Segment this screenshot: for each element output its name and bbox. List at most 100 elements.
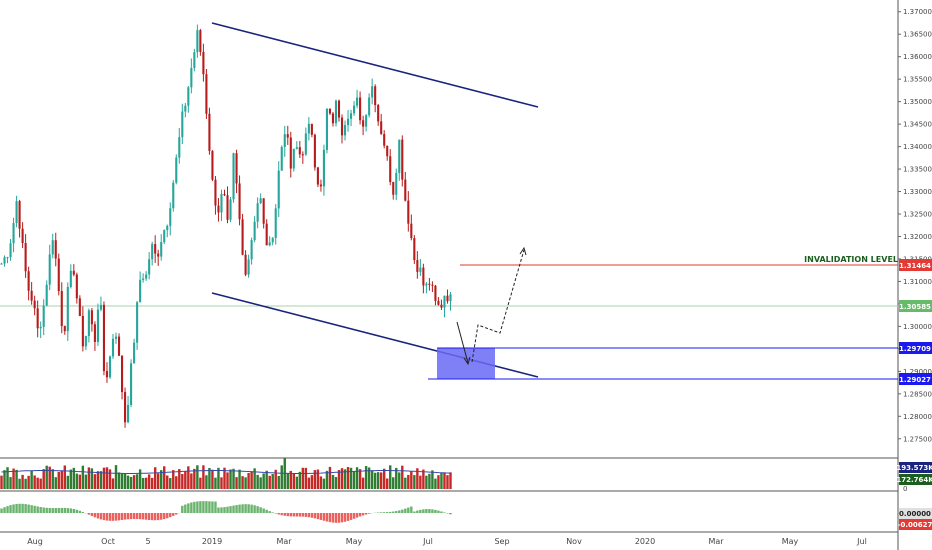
volume-bar: [304, 467, 308, 489]
candle-body: [84, 336, 87, 347]
oscillator-bar: [256, 506, 259, 513]
volume-bar: [247, 472, 250, 489]
candle-body: [356, 97, 359, 106]
oscillator-bar: [166, 513, 169, 519]
time-tick-label: 2019: [202, 537, 222, 546]
volume-bar: [325, 470, 329, 489]
oscillator-bar: [395, 511, 398, 513]
volume-bar: [292, 472, 296, 489]
oscillator-bar: [238, 504, 241, 513]
candle-body: [307, 123, 310, 134]
candle-body: [443, 295, 446, 308]
oscillator-bar: [138, 513, 142, 520]
candle-body: [42, 305, 45, 327]
oscillator-bar: [48, 507, 51, 513]
candle-body: [380, 121, 383, 135]
candle-body: [151, 244, 154, 260]
candle-body: [310, 123, 313, 135]
candle-body: [78, 298, 81, 316]
oscillator-bar: [367, 513, 371, 514]
time-tick-label: 2020: [635, 537, 655, 546]
volume-bar: [229, 469, 232, 489]
candle-body: [99, 304, 103, 310]
candle-body: [3, 257, 6, 264]
time-tick-label: Jul: [422, 537, 433, 546]
candle-body: [446, 295, 449, 302]
oscillator-bar: [250, 504, 253, 513]
candle-body: [123, 392, 127, 423]
candle-body: [72, 270, 75, 275]
volume-bar: [202, 465, 205, 489]
candle-body: [202, 51, 205, 75]
volume-bar: [18, 478, 21, 489]
volume-bar: [129, 476, 133, 489]
price-tick-label: 1.28500: [903, 390, 932, 398]
volume-bar: [434, 478, 437, 489]
oscillator-bar: [358, 513, 362, 517]
oscillator-bar: [328, 513, 332, 523]
volume-bar: [413, 475, 416, 489]
oscillator-bar: [401, 509, 404, 513]
volume-bar: [389, 465, 392, 489]
candle-body: [244, 254, 247, 275]
candle-body: [220, 194, 223, 213]
oscillator-bar: [346, 513, 350, 521]
channel-upper-line[interactable]: [211, 22, 539, 108]
volume-bar: [337, 470, 341, 489]
candle-body: [18, 201, 21, 229]
price-tick-label: 1.31000: [903, 278, 932, 286]
candle-body: [328, 108, 332, 114]
volume-bar: [9, 477, 12, 489]
volume-bar: [21, 474, 24, 489]
oscillator-bar: [316, 513, 320, 520]
candle-body: [54, 240, 57, 259]
candle-body: [286, 134, 289, 138]
time-tick-label: May: [346, 537, 363, 546]
candle-body: [359, 97, 362, 121]
oscillator-bar: [217, 507, 220, 513]
candle-body: [190, 68, 193, 88]
candle-body: [184, 105, 187, 112]
candle-body: [166, 225, 169, 231]
volume-bar: [39, 478, 42, 489]
svg-text:0.00000: 0.00000: [899, 510, 931, 518]
volume-bar: [322, 478, 326, 489]
candle-body: [410, 223, 413, 239]
candle-body: [353, 105, 356, 114]
candle-body: [175, 157, 178, 183]
time-axis[interactable]: Aug Oct 5 2019 Mar May Jul Sep Nov 2020 Mar May Jul: [27, 537, 867, 546]
candle-body: [15, 201, 18, 224]
time-tick-label: May: [782, 537, 799, 546]
oscillator-bar: [355, 513, 359, 518]
candle-body: [199, 30, 202, 52]
candle-body: [428, 283, 431, 285]
oscillator-bar: [379, 512, 383, 513]
oscillator-bar: [259, 507, 262, 513]
oscillator-bar: [422, 509, 425, 513]
candle-body: [87, 310, 90, 337]
oscillator-bar: [325, 513, 329, 522]
candle-body: [93, 324, 96, 342]
candle-body: [325, 108, 329, 150]
volume-bar: [108, 469, 112, 489]
oscillator-bar: [196, 501, 199, 513]
volume-bar: [346, 467, 350, 489]
candle-body: [292, 148, 295, 169]
volume-bar: [45, 465, 48, 489]
volume-bar: [367, 467, 371, 489]
oscillator-bar: [292, 513, 296, 517]
oscillator-bar: [39, 507, 42, 513]
volume-bar: [193, 468, 196, 489]
volume-bar: [6, 467, 9, 489]
volume-bar: [96, 471, 100, 489]
price-tick-label: 1.30000: [903, 323, 932, 331]
volume-bar: [144, 477, 148, 489]
volume-bar: [443, 472, 446, 489]
candle-body: [187, 87, 190, 106]
target-zone[interactable]: [437, 348, 495, 379]
candle-body: [148, 259, 151, 275]
arrowhead-up-icon: [519, 246, 527, 256]
volume-bar: [386, 478, 389, 489]
volume-bar: [416, 468, 419, 489]
